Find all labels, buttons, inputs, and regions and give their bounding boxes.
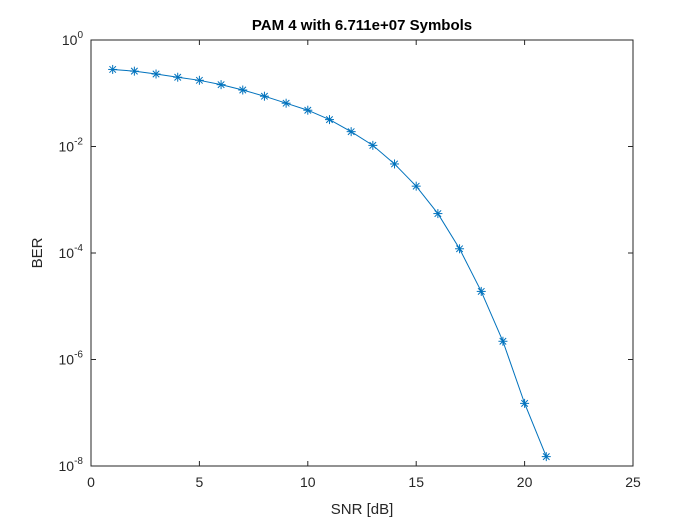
ber-data-point: [433, 209, 443, 219]
ber-data-point: [476, 286, 486, 296]
ber-data-point: [129, 66, 139, 76]
ber-data-point: [108, 64, 118, 74]
ber-data-point: [194, 75, 204, 85]
ber-data-point: [346, 127, 356, 137]
plot-area: [90, 39, 634, 467]
x-tick-label: 5: [196, 474, 204, 490]
ber-data-point: [455, 244, 465, 254]
y-tick-base: 10: [59, 352, 75, 368]
ber-data-point: [281, 98, 291, 108]
ber-data-point: [151, 69, 161, 79]
ber-data-point: [498, 336, 508, 346]
ber-data-point: [238, 85, 248, 95]
ber-data-point: [368, 140, 378, 150]
y-tick-base: 10: [59, 245, 75, 261]
ber-data-point: [411, 181, 421, 191]
ber-data-point: [324, 115, 334, 125]
y-tick-label: 10-6: [59, 350, 84, 368]
y-tick-label: 100: [62, 30, 84, 48]
y-tick-label: 10-4: [59, 243, 84, 261]
x-tick-label: 25: [625, 474, 641, 490]
y-tick-base: 10: [59, 458, 75, 474]
y-tick-exponent: -2: [74, 137, 83, 148]
x-tick-label: 15: [408, 474, 424, 490]
y-tick-exponent: -8: [74, 456, 83, 467]
x-tick-label: 10: [300, 474, 316, 490]
ber-data-point: [173, 72, 183, 82]
y-tick-exponent: 0: [77, 30, 83, 41]
series-layer: [108, 64, 551, 462]
ber-data-point: [520, 398, 530, 408]
y-tick-base: 10: [62, 32, 78, 48]
x-tick-label: 0: [87, 474, 95, 490]
ber-data-point: [303, 105, 313, 115]
y-tick-base: 10: [59, 139, 75, 155]
y-tick-label: 10-8: [59, 456, 84, 474]
x-axis-label: SNR [dB]: [331, 501, 394, 518]
y-tick-exponent: -6: [74, 350, 83, 361]
ber-data-point: [259, 91, 269, 101]
y-axis-label: BER: [29, 237, 46, 268]
chart-title: PAM 4 with 6.711e+07 Symbols: [252, 17, 472, 34]
ber-data-point: [541, 452, 551, 462]
y-tick-exponent: -4: [74, 243, 83, 254]
ber-data-point: [216, 80, 226, 90]
y-tick-label: 10-2: [59, 137, 84, 155]
x-tick-label: 20: [517, 474, 533, 490]
ber-data-point: [390, 159, 400, 169]
